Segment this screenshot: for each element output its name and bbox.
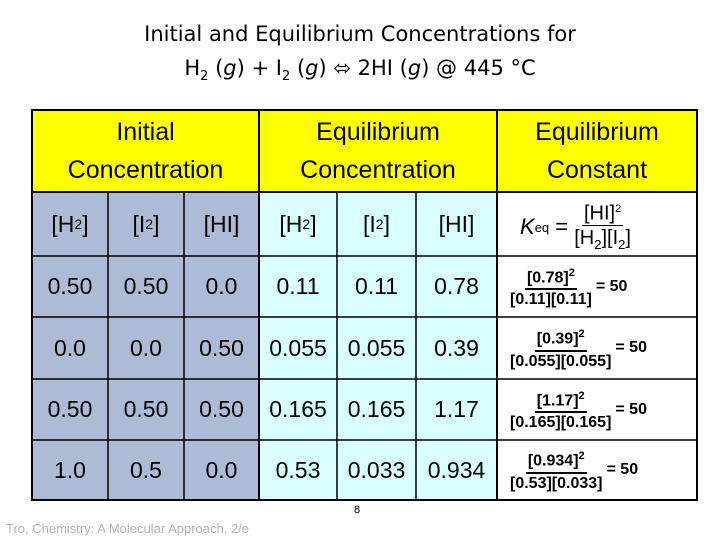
cell-init-h2: 0.50 — [47, 273, 93, 299]
equilibrium-columns-bg — [259, 192, 497, 500]
cell-eq-i2: 0.033 — [347, 456, 406, 483]
cell-eq-hi: 0.934 — [427, 456, 486, 483]
cell-init-i2: 0.5 — [130, 456, 162, 483]
keq-calculation: [0.39]2 [0.055][0.055] = 50 — [510, 317, 695, 379]
keq-calculation: [0.934]2 [0.53][0.033] = 50 — [510, 440, 695, 500]
cell-eq-i2: 0.055 — [347, 334, 406, 361]
slide-title-line2: H2 (g) + I2 (g) ⬄ 2HI (g) @ 445 °C — [184, 56, 536, 85]
cell-eq-i2: 0.11 — [354, 273, 399, 299]
page-number: 8 — [354, 504, 361, 516]
col-init-hi: [HI] — [203, 210, 240, 237]
cell-init-i2: 0.0 — [130, 334, 162, 361]
cell-init-h2: 0.0 — [54, 334, 86, 361]
col-init-h2: [H 2] — [51, 210, 89, 237]
keq-calculation: [0.78]2 [0.11][0.11] = 50 — [510, 256, 695, 317]
cell-init-h2: 0.50 — [47, 396, 93, 422]
cell-eq-h2: 0.53 — [275, 456, 321, 483]
header-constant: Equilibrium Constant — [535, 118, 659, 184]
cell-eq-hi: 0.39 — [434, 334, 479, 361]
cell-eq-hi: 1.17 — [434, 396, 479, 422]
cell-init-hi: 0.0 — [205, 273, 238, 299]
cell-init-hi: 0.50 — [199, 334, 244, 361]
initial-columns-bg — [32, 192, 259, 500]
footer-citation: Tro, Chemistry: A Molecular Approach, 2/… — [6, 521, 250, 536]
keq-calculation: [1.17]2 [0.165][0.165] = 50 — [510, 379, 695, 440]
cell-eq-hi: 0.78 — [434, 273, 479, 299]
cell-init-i2: 0.50 — [123, 396, 169, 422]
cell-eq-h2: 0.11 — [276, 273, 320, 299]
cell-init-h2: 1.0 — [54, 456, 86, 483]
col-eq-h2: [H 2] — [279, 210, 317, 237]
header-initial: Initial Concentration — [67, 118, 224, 184]
slide-title-line1: Initial and Equilibrium Concentrations f… — [144, 22, 576, 46]
cell-eq-i2: 0.165 — [347, 396, 406, 422]
cell-init-i2: 0.50 — [123, 273, 169, 299]
header-band — [32, 110, 697, 192]
cell-init-hi: 0.0 — [205, 456, 238, 483]
header-equilibrium: Equilibrium Concentration — [300, 118, 456, 184]
col-eq-hi: [HI] — [438, 210, 475, 237]
cell-eq-h2: 0.055 — [269, 334, 327, 361]
cell-eq-h2: 0.165 — [269, 396, 327, 422]
cell-init-hi: 0.50 — [199, 396, 244, 422]
constant-column-bg — [497, 192, 697, 500]
col-eq-i2: [I 2] — [363, 210, 390, 237]
col-init-i2: [I 2] — [132, 210, 160, 237]
